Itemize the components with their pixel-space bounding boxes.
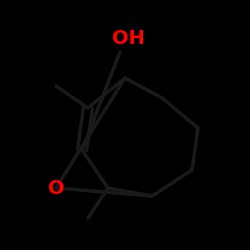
Text: O: O: [48, 178, 64, 198]
Text: OH: OH: [112, 28, 144, 48]
